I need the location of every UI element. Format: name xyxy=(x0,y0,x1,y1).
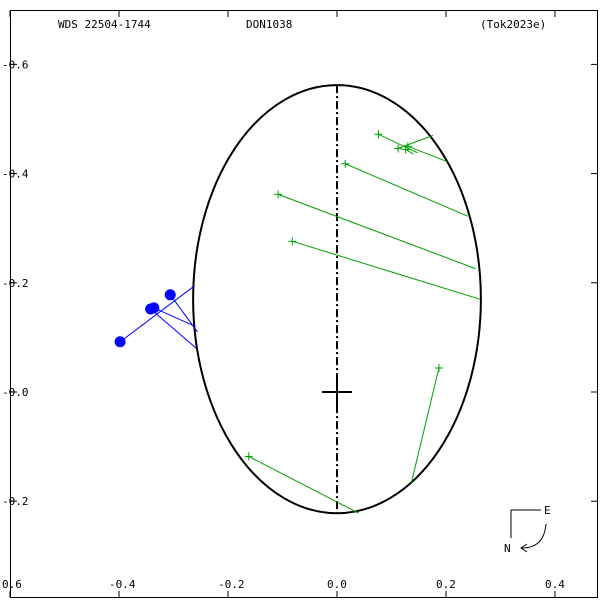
y-tick-label: -0.6 xyxy=(2,58,29,71)
residual-line xyxy=(153,307,196,327)
x-tick-label: -0.2 xyxy=(218,578,245,591)
x-tick-label: 0.2 xyxy=(436,578,456,591)
compass-indicator: E N xyxy=(504,504,551,555)
compass-rotation-arrow xyxy=(521,523,547,549)
y-tick-label: -0.2 xyxy=(2,495,29,508)
residual-line xyxy=(344,163,468,217)
compass-axes xyxy=(510,509,541,538)
observation-point xyxy=(164,289,176,301)
x-tick-label: -0.4 xyxy=(109,578,136,591)
compass-north-label: N xyxy=(504,542,511,555)
y-tick-label: -0.2 xyxy=(2,277,29,290)
residual-line xyxy=(169,294,198,333)
header-wds-id: WDS 22504-1744 xyxy=(58,18,151,31)
residual-line xyxy=(378,133,418,154)
orbit-layer xyxy=(192,84,482,515)
residual-line xyxy=(277,193,476,270)
observations-layer xyxy=(114,130,480,514)
header-star-name: DON1038 xyxy=(246,18,292,31)
compass-east-label: E xyxy=(544,504,551,517)
residual-line xyxy=(292,240,480,300)
residual-line xyxy=(405,149,414,155)
residual-line xyxy=(119,285,195,343)
axis-ticks: 0.6 -0.4 -0.2 0.0 0.2 0.4 -0.6 -0.4 -0.2 -0.0 -0.2 xyxy=(2,11,597,597)
observation-point xyxy=(114,336,126,348)
header-reference: (Tok2023e) xyxy=(480,18,546,31)
y-tick-label: -0.0 xyxy=(2,386,29,399)
plot-frame xyxy=(10,10,598,598)
x-tick-label: 0.0 xyxy=(327,578,347,591)
observation-point xyxy=(148,302,160,314)
x-tick-label: 0.4 xyxy=(545,578,565,591)
y-tick-label: -0.4 xyxy=(2,168,29,181)
residual-line xyxy=(150,308,197,349)
compass-arrowhead xyxy=(520,543,528,553)
residual-line xyxy=(410,367,440,484)
residual-line xyxy=(407,145,448,163)
x-tick-label: 0.6 xyxy=(2,578,22,591)
residual-line xyxy=(248,455,360,514)
